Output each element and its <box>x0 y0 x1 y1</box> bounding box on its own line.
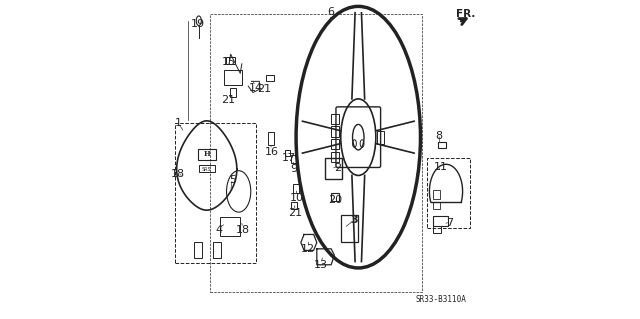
Text: FR.: FR. <box>456 9 475 19</box>
Text: 20: 20 <box>328 195 342 205</box>
Bar <box>433 226 441 233</box>
Bar <box>230 88 236 97</box>
Bar <box>324 158 342 179</box>
Text: 21: 21 <box>289 208 303 218</box>
Text: 21: 21 <box>257 84 271 94</box>
Bar <box>194 242 202 258</box>
Text: 15: 15 <box>221 57 236 67</box>
Bar <box>433 202 440 209</box>
Text: 8: 8 <box>435 130 442 141</box>
Bar <box>198 149 216 160</box>
Text: 9: 9 <box>291 164 298 174</box>
Bar <box>331 126 339 137</box>
Bar <box>438 142 446 148</box>
Text: H: H <box>204 150 210 159</box>
Text: 18: 18 <box>236 225 250 235</box>
Text: 18: 18 <box>171 169 185 179</box>
Text: 19: 19 <box>191 19 205 29</box>
Bar <box>220 217 240 236</box>
Bar <box>268 132 274 145</box>
Text: 4: 4 <box>215 225 223 235</box>
Text: SRS: SRS <box>202 167 212 172</box>
Text: SR33-B3110A: SR33-B3110A <box>416 295 467 304</box>
Bar <box>331 152 339 162</box>
Bar <box>285 150 290 156</box>
Text: 21: 21 <box>221 95 236 106</box>
Text: 12: 12 <box>301 244 316 254</box>
Bar <box>213 242 221 258</box>
Text: 3: 3 <box>350 215 358 225</box>
Bar <box>433 190 440 199</box>
Text: 6: 6 <box>327 7 334 17</box>
Bar <box>427 158 470 228</box>
Text: 1: 1 <box>175 118 182 128</box>
Bar <box>199 165 215 172</box>
Bar <box>175 123 256 263</box>
Bar <box>226 57 236 64</box>
Text: 17: 17 <box>282 153 296 163</box>
Text: 11: 11 <box>433 162 447 173</box>
Text: 5: 5 <box>228 175 236 185</box>
Bar <box>331 193 339 201</box>
Text: 10: 10 <box>290 193 304 203</box>
Bar <box>266 75 274 81</box>
Text: 13: 13 <box>314 260 328 270</box>
Bar <box>293 184 300 193</box>
Bar <box>291 155 297 163</box>
Bar <box>377 131 384 144</box>
Bar <box>340 215 358 242</box>
Bar <box>331 139 339 149</box>
Bar <box>433 216 447 226</box>
Text: 16: 16 <box>264 146 278 157</box>
Bar <box>331 114 339 124</box>
Text: 2: 2 <box>335 163 342 173</box>
Text: 14: 14 <box>248 83 262 93</box>
Text: 7: 7 <box>447 218 454 228</box>
Bar <box>210 14 422 292</box>
Bar <box>291 202 297 209</box>
Bar <box>224 70 242 85</box>
